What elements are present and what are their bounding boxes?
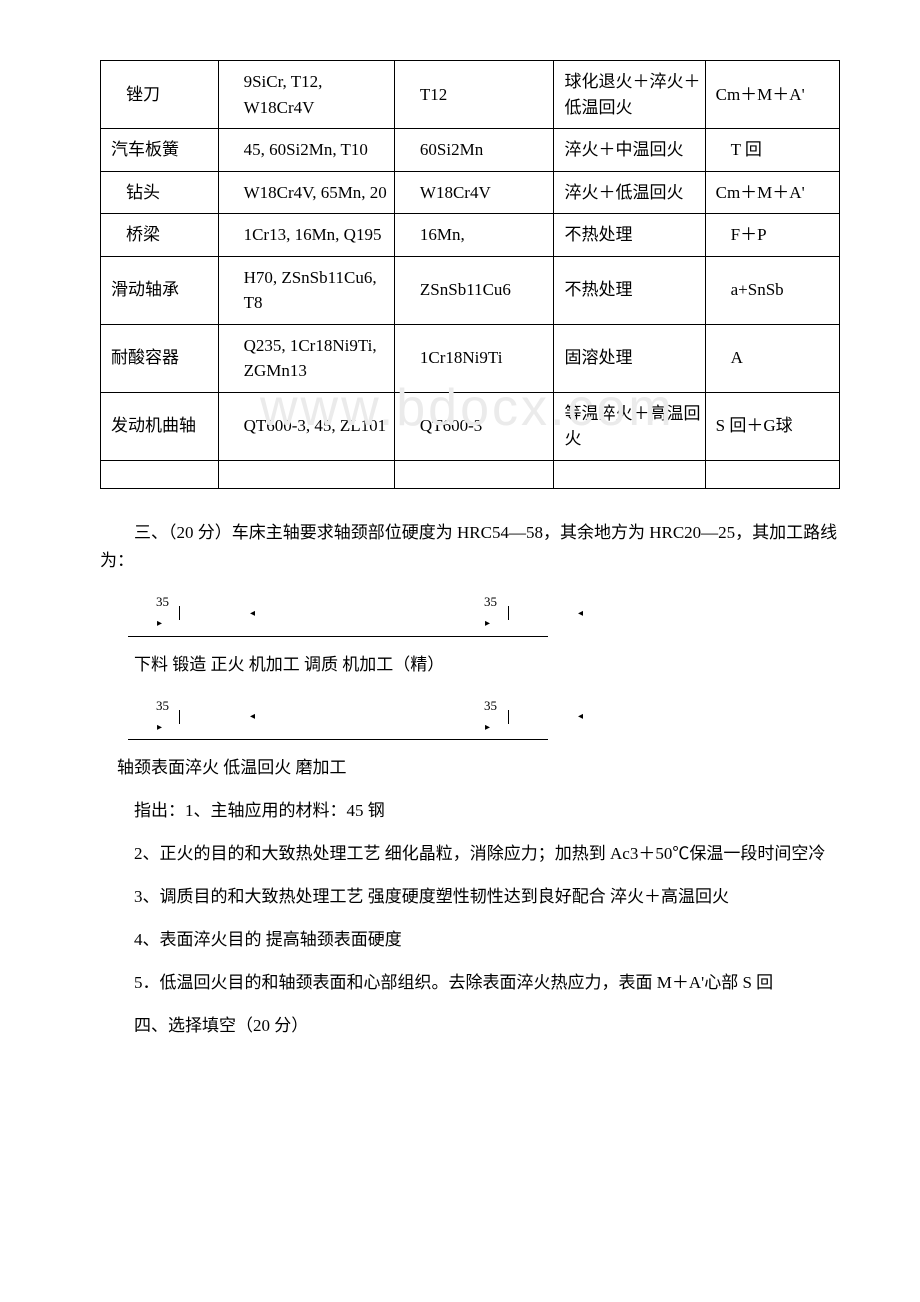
arrow-right-icon: 35 [128,696,169,738]
arrow-segment: 35 [128,696,256,738]
cell-process: 等温淬火＋高温回火 [554,392,705,460]
section4-title: 四、选择填空（20 分） [100,1012,840,1041]
cell-part: 发动机曲轴 [101,392,219,460]
cell-options: Q235, 1Cr18Ni9Ti, ZGMn13 [218,324,394,392]
cell-options: 45, 60Si2Mn, T10 [218,129,394,172]
table-row: 滑动轴承 H70, ZSnSb11Cu6, T8 ZSnSb11Cu6 不热处理… [101,256,840,324]
process-line-2: 轴颈表面淬火 低温回火 磨加工 [100,754,840,783]
arrow-segment: 35 [456,592,584,634]
cell-part: 锉刀 [101,61,219,129]
cell-options: QT600-3, 45, ZL101 [218,392,394,460]
table-row: 耐酸容器 Q235, 1Cr18Ni9Ti, ZGMn13 1Cr18Ni9Ti… [101,324,840,392]
cell-selected: 16Mn, [394,214,554,257]
cell-options: 9SiCr, T12, W18Cr4V [218,61,394,129]
cell-process: 固溶处理 [554,324,705,392]
arrow-right-icon: 35 [128,592,169,634]
cell-part: 桥梁 [101,214,219,257]
cell-selected: T12 [394,61,554,129]
vbar-icon [508,710,509,724]
process-arrow-line-1: 35 35 [128,592,548,637]
answer-p5: 5．低温回火目的和轴颈表面和心部组织。去除表面淬火热应力，表面 M＋A'心部 S… [100,969,840,998]
materials-table-wrapper: 锉刀 9SiCr, T12, W18Cr4V T12 球化退火＋淬火＋低温回火 … [100,60,840,489]
cell-structure: A [705,324,839,392]
cell-empty [101,460,219,488]
cell-structure: S 回＋G球 [705,392,839,460]
arrow-left-icon [518,603,584,624]
cell-selected: 1Cr18Ni9Ti [394,324,554,392]
process-arrow-line-2: 35 35 [128,696,548,741]
cell-structure: Cm＋M＋A' [705,171,839,214]
arrow-left-icon [190,603,256,624]
table-row: 锉刀 9SiCr, T12, W18Cr4V T12 球化退火＋淬火＋低温回火 … [101,61,840,129]
cell-structure: F＋P [705,214,839,257]
cell-structure: Cm＋M＋A' [705,61,839,129]
materials-table: 锉刀 9SiCr, T12, W18Cr4V T12 球化退火＋淬火＋低温回火 … [100,60,840,489]
cell-empty [554,460,705,488]
answer-p2: 2、正火的目的和大致热处理工艺 细化晶粒，消除应力；加热到 Ac3＋50℃保温一… [100,840,840,869]
cell-options: H70, ZSnSb11Cu6, T8 [218,256,394,324]
cell-process: 淬火＋低温回火 [554,171,705,214]
cell-empty [218,460,394,488]
cell-selected: QT600-3 [394,392,554,460]
table-row: 发动机曲轴 QT600-3, 45, ZL101 QT600-3 等温淬火＋高温… [101,392,840,460]
answer-p4: 4、表面淬火目的 提高轴颈表面硬度 [100,926,840,955]
vbar-icon [179,606,180,620]
cell-part: 钻头 [101,171,219,214]
cell-process: 不热处理 [554,256,705,324]
cell-structure: a+SnSb [705,256,839,324]
arrow-left-icon [518,706,584,727]
answer-p1: 指出：1、主轴应用的材料：45 钢 [100,797,840,826]
cell-part: 耐酸容器 [101,324,219,392]
cell-process: 淬火＋中温回火 [554,129,705,172]
table-row-empty [101,460,840,488]
arrow-right-icon: 35 [456,696,497,738]
cell-options: W18Cr4V, 65Mn, 20 [218,171,394,214]
table-row: 汽车板簧 45, 60Si2Mn, T10 60Si2Mn 淬火＋中温回火 T … [101,129,840,172]
cell-empty [705,460,839,488]
cell-process: 球化退火＋淬火＋低温回火 [554,61,705,129]
cell-selected: W18Cr4V [394,171,554,214]
process-line-1: 下料 锻造 正火 机加工 调质 机加工（精） [100,651,840,680]
arrow-segment: 35 [128,592,256,634]
cell-empty [394,460,554,488]
table-row: 钻头 W18Cr4V, 65Mn, 20 W18Cr4V 淬火＋低温回火 Cm＋… [101,171,840,214]
table-row: 桥梁 1Cr13, 16Mn, Q195 16Mn, 不热处理 F＋P [101,214,840,257]
arrow-right-icon: 35 [456,592,497,634]
cell-process: 不热处理 [554,214,705,257]
cell-selected: ZSnSb11Cu6 [394,256,554,324]
cell-options: 1Cr13, 16Mn, Q195 [218,214,394,257]
arrow-left-icon [190,706,256,727]
vbar-icon [179,710,180,724]
cell-selected: 60Si2Mn [394,129,554,172]
cell-structure: T 回 [705,129,839,172]
cell-part: 汽车板簧 [101,129,219,172]
vbar-icon [508,606,509,620]
answer-p3: 3、调质目的和大致热处理工艺 强度硬度塑性韧性达到良好配合 淬火＋高温回火 [100,883,840,912]
section3-title: 三、（20 分）车床主轴要求轴颈部位硬度为 HRC54—58，其余地方为 HRC… [100,519,840,577]
arrow-segment: 35 [456,696,584,738]
cell-part: 滑动轴承 [101,256,219,324]
